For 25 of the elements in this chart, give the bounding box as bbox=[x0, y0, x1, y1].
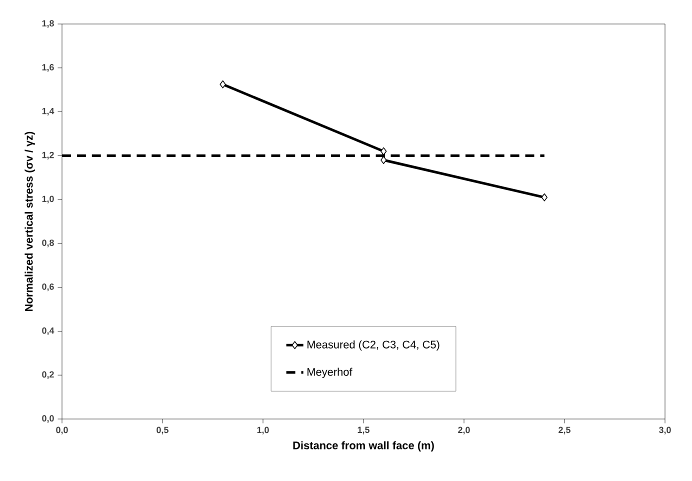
legend-label: Meyerhof bbox=[308, 368, 352, 378]
x-tick-label: 0,0 bbox=[56, 426, 68, 434]
point bbox=[220, 80, 226, 88]
y-tick-label: 0,6 bbox=[42, 284, 54, 292]
legend-label: Measured (C2, C3, C4, C5) bbox=[308, 340, 440, 351]
x-tick-label: 2,0 bbox=[458, 426, 470, 434]
point bbox=[541, 193, 548, 202]
y-tick-label: 1,4 bbox=[42, 108, 54, 116]
y-axis-title: Normalized vertical stress (σv / γz) bbox=[24, 132, 35, 312]
x-tick-label: 1,5 bbox=[358, 426, 370, 434]
point bbox=[380, 147, 387, 156]
x-axis-title: Distance from wall face (m) bbox=[293, 441, 434, 452]
y-tick-label: 0,2 bbox=[42, 371, 54, 379]
y-tick-label: 0,0 bbox=[42, 415, 54, 423]
y-tick-label: 0,4 bbox=[42, 327, 54, 336]
x-tick-label: 0,5 bbox=[156, 426, 168, 434]
y-tick-label: 1,0 bbox=[42, 196, 54, 204]
y-tick-label: 1,2 bbox=[42, 152, 54, 160]
y-tick-label: 1,6 bbox=[42, 64, 54, 72]
x-tick-label: 3,0 bbox=[658, 426, 671, 434]
x-tick-label: 1,0 bbox=[257, 426, 269, 434]
x-tick-label: 2,5 bbox=[558, 426, 570, 434]
y-tick-label: 0,8 bbox=[42, 240, 54, 248]
point bbox=[380, 156, 387, 164]
y-tick-label: 1,8 bbox=[42, 20, 54, 28]
